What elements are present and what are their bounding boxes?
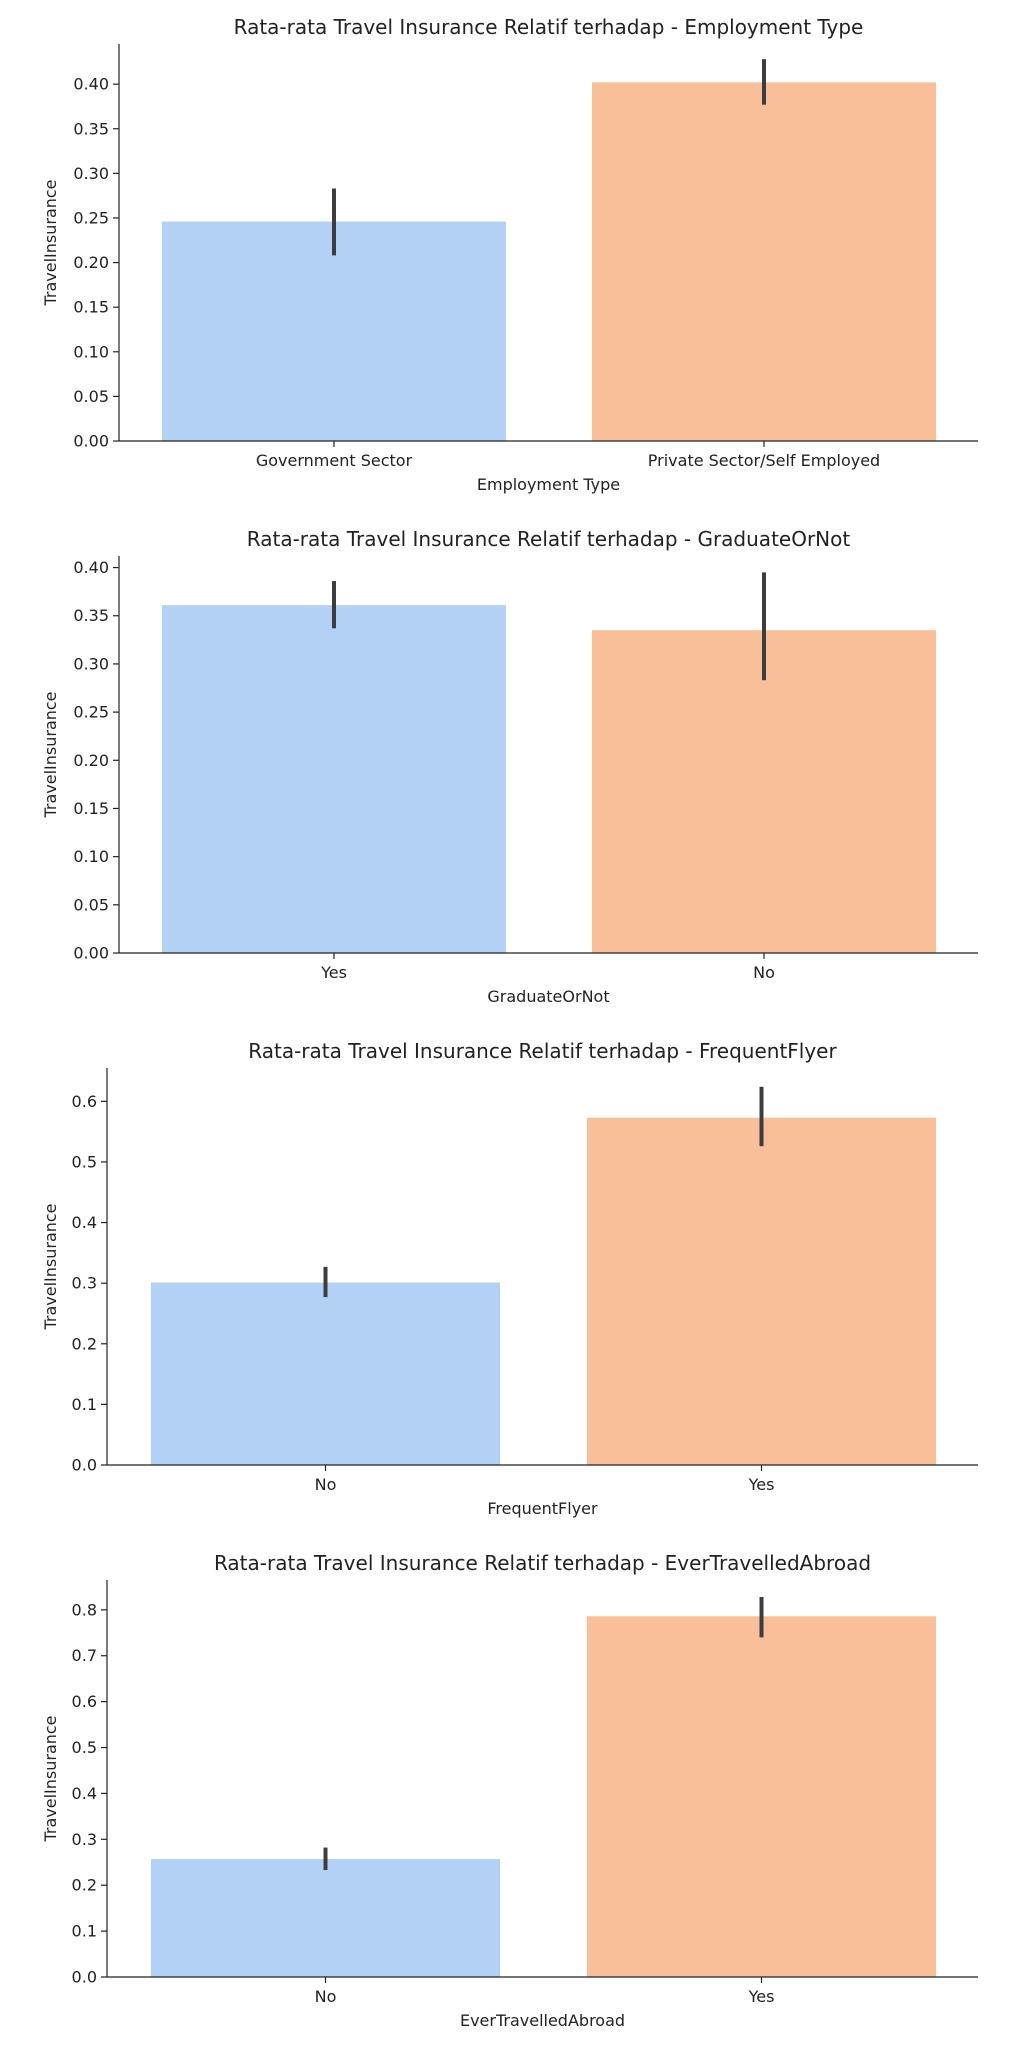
y-tick-label: 0.2 <box>72 1334 97 1353</box>
y-tick-label: 0.20 <box>73 751 109 770</box>
y-tick-label: 0.4 <box>72 1784 97 1803</box>
y-tick-label: 0.00 <box>73 432 109 451</box>
y-tick-label: 0.25 <box>73 703 109 722</box>
chart-employment-type: Rata-rata Travel Insurance Relatif terha… <box>41 15 978 494</box>
y-tick-label: 0.6 <box>72 1692 97 1711</box>
y-tick-label: 0.15 <box>73 799 109 818</box>
y-tick-label: 0.3 <box>72 1830 97 1849</box>
y-tick-label: 0.35 <box>73 119 109 138</box>
y-tick-label: 0.8 <box>72 1600 97 1619</box>
y-tick-label: 0.05 <box>73 895 109 914</box>
y-axis-label: TravelInsurance <box>41 1203 60 1330</box>
y-tick-label: 0.10 <box>73 342 109 361</box>
x-tick-label: No <box>315 1987 337 2006</box>
y-tick-label: 0.15 <box>73 298 109 317</box>
bar-1 <box>151 1859 500 1977</box>
y-tick-label: 0.05 <box>73 387 109 406</box>
chart-title: Rata-rata Travel Insurance Relatif terha… <box>214 1551 871 1575</box>
y-tick-label: 0.5 <box>72 1738 97 1757</box>
x-axis-label: Employment Type <box>477 475 620 494</box>
x-tick-label: Private Sector/Self Employed <box>648 451 880 470</box>
y-tick-label: 0.35 <box>73 606 109 625</box>
y-tick-label: 0.00 <box>73 944 109 963</box>
y-tick-label: 0.4 <box>72 1213 97 1232</box>
y-tick-label: 0.10 <box>73 847 109 866</box>
x-axis-label: FrequentFlyer <box>487 1499 598 1518</box>
x-tick-label: Yes <box>320 963 347 982</box>
y-tick-label: 0.0 <box>72 1968 97 1987</box>
x-tick-label: Yes <box>748 1987 775 2006</box>
bar-1 <box>162 221 506 441</box>
y-tick-label: 0.40 <box>73 75 109 94</box>
y-tick-label: 0.30 <box>73 164 109 183</box>
x-tick-label: Government Sector <box>256 451 413 470</box>
y-axis-label: TravelInsurance <box>41 1715 60 1842</box>
y-axis-label: TravelInsurance <box>41 691 60 818</box>
y-tick-label: 0.2 <box>72 1876 97 1895</box>
y-axis-label: TravelInsurance <box>41 179 60 306</box>
x-tick-label: No <box>315 1475 337 1494</box>
chart-title: Rata-rata Travel Insurance Relatif terha… <box>248 1039 837 1063</box>
y-tick-label: 0.6 <box>72 1092 97 1111</box>
bar-2 <box>592 82 936 441</box>
y-tick-label: 0.5 <box>72 1152 97 1171</box>
y-tick-label: 0.3 <box>72 1274 97 1293</box>
chart-title: Rata-rata Travel Insurance Relatif terha… <box>247 527 851 551</box>
chart-frequent-flyer: Rata-rata Travel Insurance Relatif terha… <box>41 1039 978 1518</box>
x-axis-label: GraduateOrNot <box>487 987 609 1006</box>
bar-1 <box>151 1282 500 1465</box>
bar-2 <box>592 630 936 953</box>
y-tick-label: 0.0 <box>72 1456 97 1475</box>
bar-1 <box>162 605 506 953</box>
y-tick-label: 0.30 <box>73 654 109 673</box>
y-tick-label: 0.40 <box>73 558 109 577</box>
chart-graduate-or-not: Rata-rata Travel Insurance Relatif terha… <box>41 527 978 1006</box>
chart-ever-travelled-abroad: Rata-rata Travel Insurance Relatif terha… <box>41 1551 978 2030</box>
x-axis-label: EverTravelledAbroad <box>460 2011 625 2030</box>
chart-title: Rata-rata Travel Insurance Relatif terha… <box>234 15 864 39</box>
bar-2 <box>587 1117 936 1465</box>
y-tick-label: 0.7 <box>72 1646 97 1665</box>
y-tick-label: 0.1 <box>72 1395 97 1414</box>
x-tick-label: Yes <box>748 1475 775 1494</box>
x-tick-label: No <box>753 963 775 982</box>
y-tick-label: 0.1 <box>72 1922 97 1941</box>
y-tick-label: 0.25 <box>73 208 109 227</box>
bar-2 <box>587 1616 936 1977</box>
y-tick-label: 0.20 <box>73 253 109 272</box>
